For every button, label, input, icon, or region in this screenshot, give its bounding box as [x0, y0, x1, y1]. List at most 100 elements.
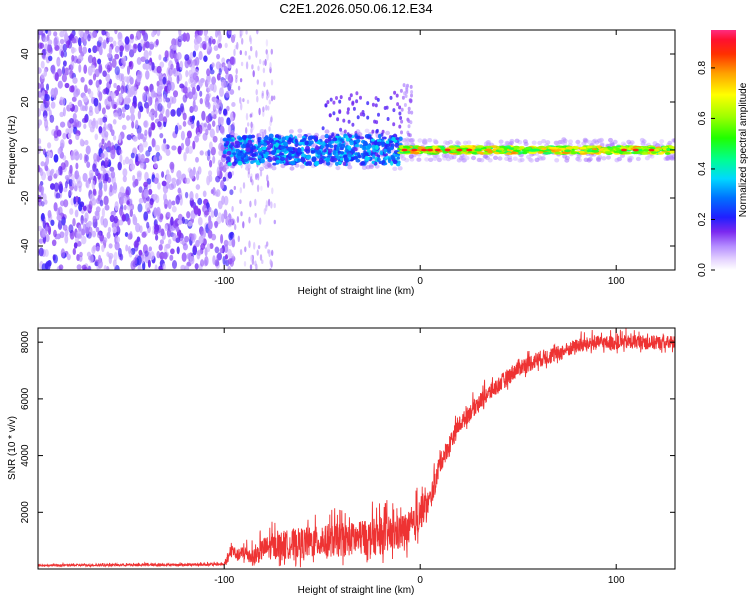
spectrogram-cell: [198, 30, 203, 36]
spectrogram-cell: [316, 139, 321, 145]
spectrogram-cell: [192, 244, 197, 255]
spectrogram-cell: [258, 147, 263, 152]
spectrogram-cell: [537, 151, 544, 154]
spectrogram-cell: [38, 164, 41, 173]
spectrogram-cell: [635, 156, 641, 162]
spectrogram-cell: [198, 36, 203, 43]
spectrogram-cell: [44, 165, 49, 172]
spectrogram-cell: [133, 240, 139, 248]
spectrogram-cell: [332, 100, 336, 105]
spectrogram-cell: [129, 33, 135, 40]
spectrogram-cell: [591, 150, 600, 153]
spectrogram-cell: [247, 122, 250, 127]
spectrogram-cell: [72, 154, 76, 160]
spectrogram-cell: [265, 200, 269, 208]
spectrogram-cell: [156, 206, 161, 217]
spectrogram-cell: [110, 210, 116, 217]
spectrogram-cell: [497, 156, 503, 161]
spectrogram-cell: [353, 147, 358, 152]
spectrogram-cell: [216, 53, 221, 60]
spectrogram-cell: [223, 239, 229, 247]
spectrogram-cell: [45, 83, 50, 91]
spectrogram-cell: [343, 129, 347, 134]
spectrogram-cell: [385, 140, 390, 144]
spectrogram-cell: [121, 214, 126, 222]
spectrogram-cell: [47, 43, 52, 54]
spectrogram-cell: [186, 130, 192, 139]
spectrogram-cell: [466, 148, 473, 152]
spectrogram-cell: [47, 39, 53, 46]
snr-ticks: -100 0 100 2000 4000 6000 8000: [20, 328, 675, 586]
spectrogram-cell: [542, 151, 551, 155]
spectrogram-cell: [386, 117, 390, 121]
spectrogram-cell: [297, 133, 303, 138]
spectrogram-cell: [279, 146, 286, 150]
spectrogram-cell: [104, 204, 110, 211]
spectrogram-cell: [208, 159, 213, 168]
spectrogram-cell: [255, 173, 258, 181]
spectrogram-cell: [523, 147, 532, 150]
spectrogram-cell: [390, 155, 395, 161]
spectrogram-xtick-label: 100: [608, 276, 625, 287]
spectrogram-cell: [231, 257, 234, 265]
spectrogram-cell: [245, 30, 248, 35]
spectrogram-cell: [513, 146, 520, 150]
spectrogram-cell: [427, 148, 433, 152]
spectrogram-cell: [110, 149, 116, 160]
spectrogram-cell: [223, 195, 229, 206]
spectrogram-cell: [249, 37, 253, 45]
spectrogram-cell: [208, 141, 213, 150]
spectrogram-cell: [154, 110, 158, 118]
spectrogram-cell: [356, 115, 360, 120]
spectrogram-cell: [651, 151, 657, 155]
spectrogram-cell: [135, 153, 139, 163]
spectrogram-cell: [108, 46, 113, 55]
spectrogram-cell: [349, 140, 354, 146]
spectrogram-cell: [541, 147, 547, 151]
spectrogram-cell: [199, 97, 203, 105]
spectrogram-cell: [245, 61, 249, 70]
spectrogram-cell: [244, 246, 247, 253]
spectrogram-cell: [255, 88, 258, 96]
spectrogram-cell: [137, 172, 142, 182]
spectrogram-cell: [227, 161, 232, 167]
spectrogram-cell: [106, 231, 111, 239]
colorbar-tick-label: 0.8: [697, 61, 708, 75]
spectrogram-cell: [214, 246, 220, 254]
spectrogram-cell: [207, 86, 212, 93]
spectrogram-cell: [392, 166, 398, 171]
spectrogram-cell: [196, 249, 202, 256]
spectrogram-cell: [202, 43, 207, 51]
spectrogram-cell: [234, 140, 240, 145]
spectrogram-cell: [621, 148, 627, 152]
spectrogram-cell: [185, 136, 191, 147]
spectrogram-cell: [407, 132, 411, 137]
spectrogram-cell: [68, 169, 73, 177]
spectrogram-cell: [267, 249, 270, 254]
spectrogram-cell: [59, 231, 65, 239]
spectrogram-cell: [176, 107, 182, 117]
spectrogram-cell: [459, 145, 467, 149]
spectrogram-cell: [253, 241, 256, 250]
spectrogram-cell: [266, 52, 269, 61]
spectrogram-cell: [98, 46, 103, 56]
spectrogram-cell: [493, 155, 498, 160]
spectrogram-cell: [499, 145, 505, 149]
spectrogram-cell: [346, 110, 350, 115]
spectrogram-cell: [71, 54, 75, 62]
spectrogram-cell: [157, 182, 161, 190]
spectrogram-cell: [354, 143, 360, 148]
spectrogram-cell: [249, 264, 253, 270]
spectrogram-cell: [166, 173, 172, 184]
spectrogram-cell: [434, 148, 441, 152]
spectrogram-cell: [189, 171, 195, 180]
spectrogram-cell: [164, 50, 169, 59]
spectrogram-cell: [264, 244, 267, 249]
spectrogram-cell: [138, 186, 143, 193]
spectrogram-cell: [158, 155, 163, 161]
spectrogram-cell: [56, 214, 62, 221]
spectrogram-cell: [53, 154, 59, 163]
spectrogram-cell: [62, 132, 67, 140]
spectrogram-cell: [50, 88, 56, 98]
spectrogram-cell: [175, 226, 180, 232]
